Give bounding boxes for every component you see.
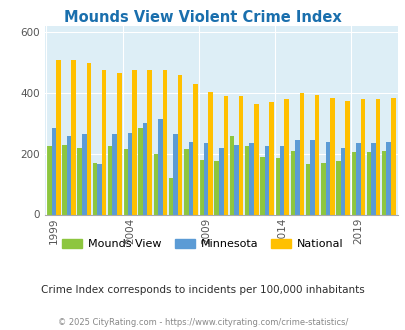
Bar bbox=[269, 102, 273, 214]
Bar bbox=[71, 60, 76, 214]
Bar bbox=[340, 148, 345, 214]
Bar bbox=[138, 128, 143, 214]
Bar bbox=[335, 161, 340, 214]
Bar bbox=[177, 75, 182, 214]
Bar bbox=[381, 151, 386, 214]
Bar bbox=[173, 134, 177, 214]
Bar bbox=[147, 70, 151, 214]
Bar bbox=[193, 84, 197, 214]
Bar bbox=[117, 74, 121, 215]
Bar bbox=[108, 146, 112, 214]
Text: Mounds View Violent Crime Index: Mounds View Violent Crime Index bbox=[64, 10, 341, 25]
Bar bbox=[82, 134, 86, 214]
Bar bbox=[168, 178, 173, 214]
Bar bbox=[309, 140, 314, 214]
Bar bbox=[366, 152, 370, 214]
Bar bbox=[218, 148, 223, 214]
Bar bbox=[370, 143, 375, 214]
Bar bbox=[355, 143, 360, 214]
Bar bbox=[188, 142, 193, 214]
Bar bbox=[199, 160, 203, 214]
Bar bbox=[360, 99, 364, 214]
Bar bbox=[305, 164, 309, 214]
Bar bbox=[314, 95, 319, 214]
Bar bbox=[47, 146, 51, 214]
Bar bbox=[123, 149, 127, 214]
Bar bbox=[223, 96, 228, 214]
Bar bbox=[97, 164, 102, 214]
Bar bbox=[254, 104, 258, 214]
Bar bbox=[386, 142, 390, 214]
Bar bbox=[77, 148, 82, 214]
Legend: Mounds View, Minnesota, National: Mounds View, Minnesota, National bbox=[58, 234, 347, 253]
Bar bbox=[208, 92, 212, 214]
Bar bbox=[51, 128, 56, 214]
Bar bbox=[127, 133, 132, 214]
Bar bbox=[62, 145, 66, 214]
Text: Crime Index corresponds to incidents per 100,000 inhabitants: Crime Index corresponds to incidents per… bbox=[41, 285, 364, 295]
Bar bbox=[329, 98, 334, 214]
Bar bbox=[234, 145, 238, 214]
Bar bbox=[244, 146, 249, 214]
Bar bbox=[183, 149, 188, 214]
Bar bbox=[345, 101, 349, 214]
Bar bbox=[320, 163, 325, 215]
Bar bbox=[299, 93, 303, 214]
Bar bbox=[112, 134, 117, 214]
Bar bbox=[260, 157, 264, 214]
Bar bbox=[143, 123, 147, 214]
Bar bbox=[86, 63, 91, 214]
Text: © 2025 CityRating.com - https://www.cityrating.com/crime-statistics/: © 2025 CityRating.com - https://www.city… bbox=[58, 318, 347, 327]
Bar bbox=[132, 70, 136, 214]
Bar bbox=[290, 151, 294, 214]
Bar bbox=[294, 140, 299, 214]
Bar bbox=[351, 152, 355, 214]
Bar bbox=[158, 119, 162, 214]
Bar bbox=[92, 163, 97, 215]
Bar bbox=[390, 98, 394, 214]
Bar bbox=[279, 146, 284, 214]
Bar bbox=[214, 161, 218, 214]
Bar bbox=[275, 158, 279, 215]
Bar bbox=[102, 70, 106, 214]
Bar bbox=[229, 136, 234, 214]
Bar bbox=[249, 143, 254, 214]
Bar bbox=[203, 143, 208, 214]
Bar bbox=[375, 99, 379, 214]
Bar bbox=[66, 136, 71, 214]
Bar bbox=[284, 99, 288, 214]
Bar bbox=[153, 154, 158, 214]
Bar bbox=[264, 146, 269, 214]
Bar bbox=[325, 142, 329, 214]
Bar bbox=[162, 70, 167, 214]
Bar bbox=[56, 60, 60, 214]
Bar bbox=[238, 96, 243, 214]
